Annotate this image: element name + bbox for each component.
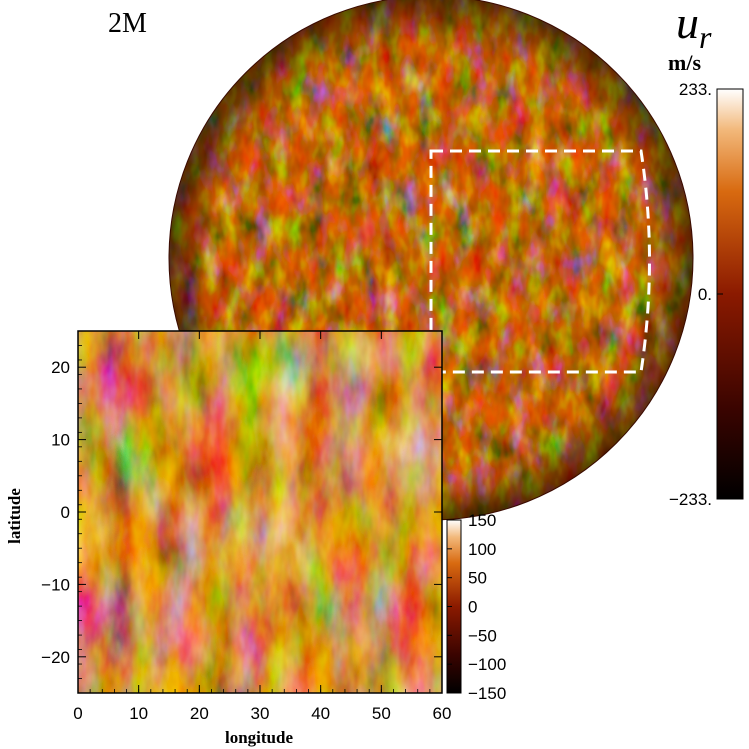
inset-x-axis: 0 10 20 30 40 50 60 bbox=[73, 331, 451, 723]
main-cbar-tick-label: 233. bbox=[679, 80, 712, 99]
y-tick-label: −10 bbox=[41, 575, 70, 594]
main-cbar-tick-label: −233. bbox=[669, 490, 712, 509]
inset-cbar-tick-label: −100 bbox=[468, 655, 506, 674]
inset-cbar-tick-label: 100 bbox=[468, 540, 496, 559]
inset-map bbox=[77, 330, 443, 694]
y-tick-label: 10 bbox=[51, 431, 70, 450]
x-tick-label: 50 bbox=[372, 704, 391, 723]
x-tick-label: 30 bbox=[251, 704, 270, 723]
main-cbar-tick-label: 0. bbox=[698, 285, 712, 304]
inset-cbar-tick-label: 150 bbox=[468, 511, 496, 530]
inset-cbar-tick-label: −150 bbox=[468, 684, 506, 703]
y-axis-label: latitude bbox=[5, 488, 24, 544]
inset-cbar-tick-label: 0 bbox=[468, 598, 477, 617]
variable-symbol: ur bbox=[676, 0, 712, 55]
x-axis-label: longitude bbox=[225, 728, 294, 747]
x-tick-label: 10 bbox=[129, 704, 148, 723]
inset-colorbar-ticks: 150 100 50 0 −50 −100 −150 bbox=[447, 511, 506, 703]
inset-y-axis: 20 10 0 −10 −20 bbox=[41, 330, 442, 694]
x-tick-label: 20 bbox=[190, 704, 209, 723]
y-tick-label: 20 bbox=[51, 358, 70, 377]
main-colorbar-ticks: 233. 0. −233. bbox=[669, 80, 723, 509]
inset-cbar-tick-label: −50 bbox=[468, 626, 497, 645]
x-tick-label: 0 bbox=[73, 704, 82, 723]
y-tick-label: −20 bbox=[41, 648, 70, 667]
x-tick-label: 60 bbox=[433, 704, 452, 723]
y-tick-label: 0 bbox=[61, 503, 70, 522]
figure-title: 2M bbox=[108, 8, 147, 39]
inset-cbar-tick-label: 50 bbox=[468, 569, 487, 588]
zoom-region-box bbox=[429, 149, 651, 374]
variable-unit: m/s bbox=[668, 50, 701, 75]
x-tick-label: 40 bbox=[311, 704, 330, 723]
